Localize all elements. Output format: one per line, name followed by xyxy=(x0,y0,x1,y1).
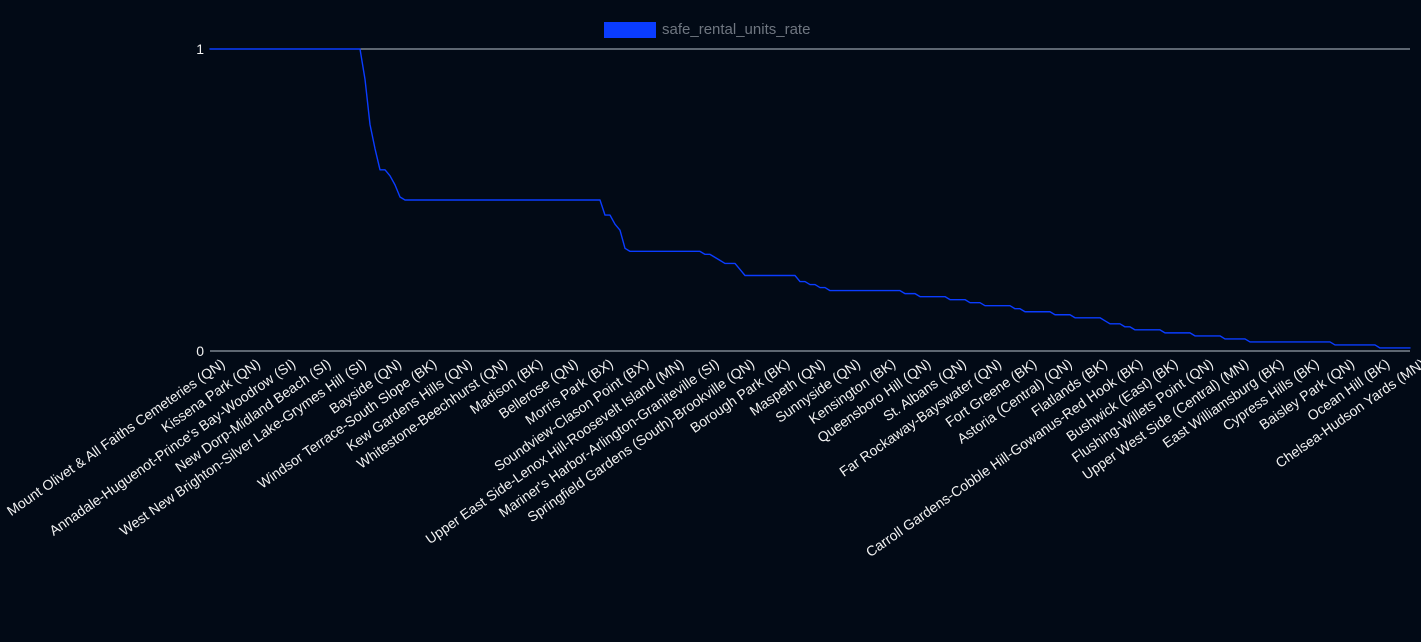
legend: safe_rental_units_rate xyxy=(604,21,810,38)
legend-swatch xyxy=(604,22,656,38)
series-layer xyxy=(209,48,1411,349)
legend-label: safe_rental_units_rate xyxy=(662,21,810,38)
y-tick-label-0: 1 xyxy=(196,41,204,57)
y-tick-label-1: 0 xyxy=(196,343,204,359)
y-axis-ticks: 10 xyxy=(196,41,204,359)
series-line-safe-rental-units-rate xyxy=(209,48,1411,349)
grid xyxy=(210,48,1410,352)
